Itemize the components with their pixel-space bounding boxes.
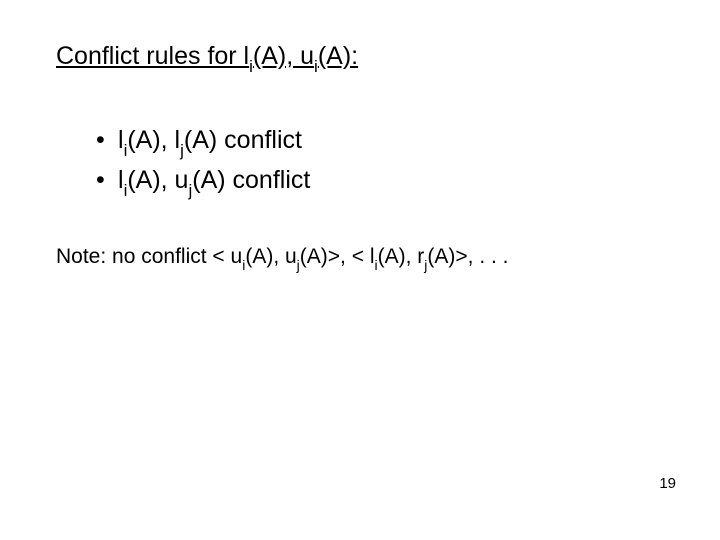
note-sub: j xyxy=(424,257,427,273)
title-sub-1: i xyxy=(249,57,253,76)
bullet-item: li(A), uj(A) conflict xyxy=(96,162,664,202)
bullet-text: l xyxy=(118,166,124,194)
title-text-1: Conflict rules for l xyxy=(56,42,249,70)
note-text: (A)>, < l xyxy=(300,245,375,268)
slide: Conflict rules for li(A), ui(A): li(A), … xyxy=(0,0,720,540)
bullet-sub: i xyxy=(124,181,128,200)
note-sub: i xyxy=(242,257,245,273)
bullet-text: l xyxy=(118,126,124,154)
title-text-3: (A): xyxy=(318,42,358,70)
bullet-list: li(A), lj(A) conflict li(A), uj(A) confl… xyxy=(56,122,664,201)
note-line: Note: no conflict < ui(A), uj(A)>, < li(… xyxy=(56,243,664,272)
title-sub-2: i xyxy=(314,57,318,76)
note-text: (A), u xyxy=(245,245,296,268)
title-text-2: (A), u xyxy=(253,42,314,70)
page-number: 19 xyxy=(659,475,676,492)
bullet-text: (A) conflict xyxy=(192,166,310,194)
note-text: (A)>, . . . xyxy=(427,245,508,268)
bullet-sub: j xyxy=(180,141,184,160)
note-sub: i xyxy=(375,257,378,273)
note-text: (A), r xyxy=(378,245,425,268)
bullet-sub: i xyxy=(124,141,128,160)
bullet-text: (A) conflict xyxy=(184,126,302,154)
note-sub: j xyxy=(297,257,300,273)
bullet-text: (A), u xyxy=(127,166,188,194)
bullet-text: (A), l xyxy=(127,126,180,154)
slide-title: Conflict rules for li(A), ui(A): xyxy=(56,40,664,76)
note-text: Note: no conflict < u xyxy=(56,245,242,268)
bullet-item: li(A), lj(A) conflict xyxy=(96,122,664,162)
bullet-sub: j xyxy=(188,181,192,200)
